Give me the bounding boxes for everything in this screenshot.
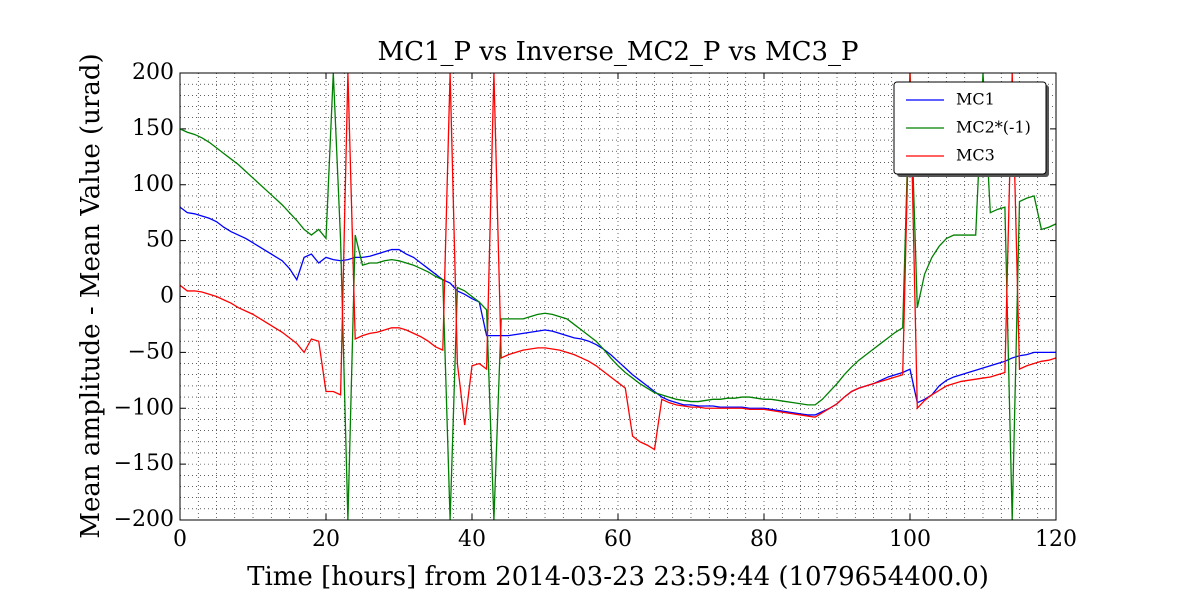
y-axis-label: Mean amplitude - Mean Value (urad) — [76, 53, 106, 538]
series-line — [180, 206, 1056, 416]
x-tick-label: 60 — [604, 527, 632, 552]
x-tick-label: 100 — [889, 527, 931, 552]
x-tick-label: 0 — [173, 527, 187, 552]
legend-label: MC3 — [956, 146, 995, 165]
y-tick-label: −200 — [114, 507, 174, 532]
y-tick-label: −50 — [128, 339, 174, 364]
y-tick-label: 100 — [132, 172, 174, 197]
x-tick-label: 20 — [312, 527, 340, 552]
y-tick-label: 50 — [146, 228, 174, 253]
y-tick-label: 200 — [132, 60, 174, 85]
series-line — [180, 73, 1056, 451]
legend-label: MC2*(-1) — [956, 118, 1031, 137]
chart-title: MC1_P vs Inverse_MC2_P vs MC3_P — [377, 37, 858, 67]
y-tick-label: 0 — [160, 284, 174, 309]
x-tick-label: 40 — [458, 527, 486, 552]
x-tick-label: 120 — [1035, 527, 1077, 552]
legend — [893, 81, 1047, 175]
plot-frame — [179, 72, 1057, 521]
x-axis-label: Time [hours] from 2014-03-23 23:59:44 (1… — [247, 562, 989, 592]
y-tick-label: −150 — [114, 451, 174, 476]
y-tick-label: 150 — [132, 116, 174, 141]
y-tick-label: −100 — [114, 395, 174, 420]
plot-area — [180, 73, 1056, 520]
legend-label: MC1 — [956, 90, 995, 109]
series-line — [180, 73, 1056, 520]
x-tick-label: 80 — [750, 527, 778, 552]
